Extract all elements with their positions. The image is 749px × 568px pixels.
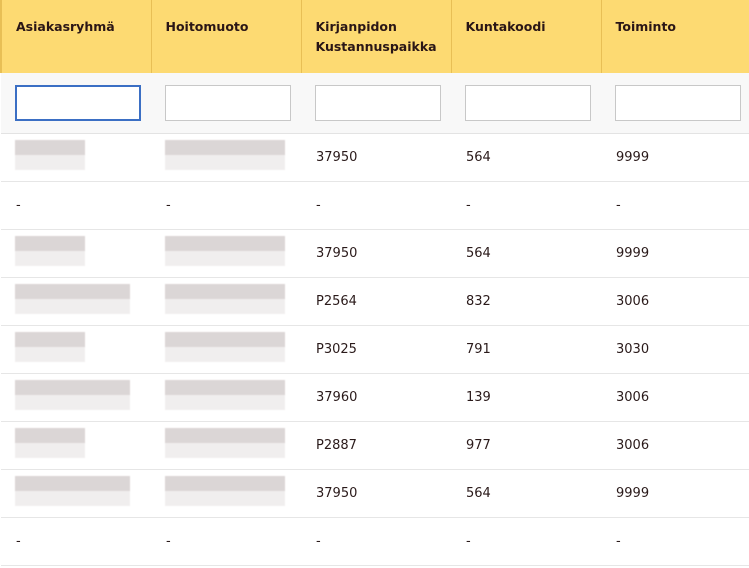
- redacted-text: [15, 380, 130, 410]
- redacted-text: [165, 428, 285, 458]
- cell-kuntakoodi: 791: [451, 325, 601, 374]
- table-row[interactable]: -----: [1, 517, 749, 566]
- redacted-text: [15, 284, 130, 314]
- redacted-text: [15, 476, 130, 506]
- cell-kuntakoodi: 139: [451, 373, 601, 422]
- table-row[interactable]: P2564 832 3006: [1, 277, 749, 326]
- redacted-text: [165, 140, 285, 170]
- table-row[interactable]: 37960 139 3006: [1, 373, 749, 422]
- column-header-kuntakoodi[interactable]: Kuntakoodi: [450, 0, 601, 73]
- header-row: Asiakasryhmä Hoitomuoto Kirjanpidon Kust…: [0, 0, 749, 73]
- cell-hoitomuoto: [151, 277, 301, 326]
- table-row[interactable]: -----: [1, 181, 749, 230]
- cell-hoitomuoto: [151, 421, 301, 470]
- cell-kustannuspaikka: P2887: [301, 421, 451, 470]
- cell-kustannuspaikka: 37950: [301, 469, 451, 518]
- table-row[interactable]: 37950 564 9999: [1, 133, 749, 182]
- filter-input-kustannuspaikka[interactable]: [315, 84, 441, 121]
- redacted-text: [15, 140, 85, 170]
- table-row[interactable]: 37950 564 9999: [1, 229, 749, 278]
- cell-kuntakoodi: 832: [451, 277, 601, 326]
- column-header-kustannuspaikka[interactable]: Kirjanpidon Kustannuspaikka: [300, 0, 451, 73]
- redacted-text: [15, 428, 85, 458]
- cell-kustannuspaikka: P2564: [301, 277, 451, 326]
- redacted-text: [165, 284, 285, 314]
- cell-hoitomuoto: [151, 229, 301, 278]
- column-header-hoitomuoto[interactable]: Hoitomuoto: [150, 0, 301, 73]
- cell-asiakasryhma: [1, 469, 151, 518]
- table-row[interactable]: P2887 977 3006: [1, 421, 749, 470]
- cell-toiminto: -: [601, 517, 749, 566]
- cell-toiminto: 3006: [601, 277, 749, 326]
- cell-toiminto: 3030: [601, 325, 749, 374]
- cell-hoitomuoto: [151, 133, 301, 182]
- cell-asiakasryhma: [1, 421, 151, 470]
- cell-asiakasryhma: [1, 277, 151, 326]
- cell-hoitomuoto: [151, 469, 301, 518]
- cell-asiakasryhma: [1, 229, 151, 278]
- column-header-toiminto[interactable]: Toiminto: [600, 0, 749, 73]
- redacted-text: [165, 236, 285, 266]
- cell-toiminto: 9999: [601, 229, 749, 278]
- cell-kuntakoodi: 564: [451, 133, 601, 182]
- filter-input-toiminto[interactable]: [615, 84, 741, 121]
- cell-kustannuspaikka: 37950: [301, 133, 451, 182]
- table-row[interactable]: P3025 791 3030: [1, 325, 749, 374]
- cell-hoitomuoto: [151, 373, 301, 422]
- filter-row: [1, 73, 749, 134]
- cell-asiakasryhma: -: [1, 181, 151, 230]
- cell-kuntakoodi: -: [451, 517, 601, 566]
- cell-toiminto: 9999: [601, 133, 749, 182]
- cell-kustannuspaikka: 37950: [301, 229, 451, 278]
- cell-toiminto: 9999: [601, 469, 749, 518]
- cell-kustannuspaikka: 37960: [301, 373, 451, 422]
- cell-hoitomuoto: -: [151, 181, 301, 230]
- cell-toiminto: 3006: [601, 373, 749, 422]
- cell-kuntakoodi: 977: [451, 421, 601, 470]
- cell-asiakasryhma: -: [1, 517, 151, 566]
- cell-hoitomuoto: [151, 325, 301, 374]
- redacted-text: [165, 332, 285, 362]
- cell-toiminto: -: [601, 181, 749, 230]
- cell-toiminto: 3006: [601, 421, 749, 470]
- cell-kustannuspaikka: -: [301, 517, 451, 566]
- filter-input-asiakasryhma[interactable]: [15, 84, 141, 121]
- redacted-text: [165, 476, 285, 506]
- cell-kuntakoodi: 564: [451, 229, 601, 278]
- table-row[interactable]: 37950 564 9999: [1, 469, 749, 518]
- cell-kuntakoodi: 564: [451, 469, 601, 518]
- redacted-text: [165, 380, 285, 410]
- cell-kuntakoodi: -: [451, 181, 601, 230]
- column-header-asiakasryhma[interactable]: Asiakasryhmä: [0, 0, 151, 73]
- filter-input-kuntakoodi[interactable]: [465, 84, 591, 121]
- cell-kustannuspaikka: -: [301, 181, 451, 230]
- redacted-text: [15, 236, 85, 266]
- redacted-text: [15, 332, 85, 362]
- cell-asiakasryhma: [1, 133, 151, 182]
- filter-input-hoitomuoto[interactable]: [165, 84, 291, 121]
- cell-asiakasryhma: [1, 325, 151, 374]
- cell-hoitomuoto: -: [151, 517, 301, 566]
- cell-kustannuspaikka: P3025: [301, 325, 451, 374]
- cell-asiakasryhma: [1, 373, 151, 422]
